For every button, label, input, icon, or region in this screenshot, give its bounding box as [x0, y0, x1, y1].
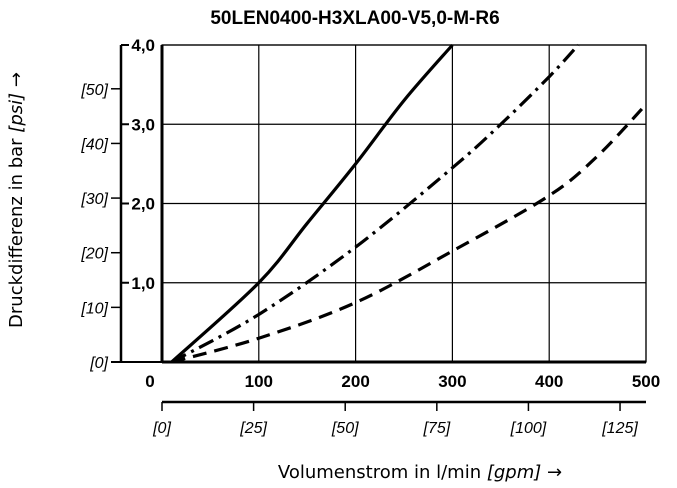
x-secondary-tick-label: [75]	[422, 420, 450, 437]
x-tick-label: 300	[438, 372, 466, 391]
x-axis-label: Volumenstrom in l/min [gpm] →	[278, 462, 562, 483]
x-axis-label-arrow: →	[541, 462, 562, 483]
y-tick-label: 4,0	[131, 36, 155, 55]
x-secondary-tick-label: [50]	[331, 420, 359, 437]
x-secondary-tick-label: [100]	[510, 420, 547, 437]
y-tick-label: 3,0	[131, 115, 155, 134]
series-group	[170, 43, 648, 364]
y-axis-label-main: Druckdifferenz in bar	[6, 133, 27, 328]
y-secondary-tick-label: [30]	[80, 191, 108, 208]
grid	[161, 44, 647, 363]
y-axis-label-arrow: →	[6, 72, 27, 93]
y-secondary-tick-label: [20]	[80, 246, 108, 263]
y-secondary-tick-label: [0]	[89, 355, 108, 372]
x-secondary-tick-label: [0]	[152, 420, 171, 437]
x-tick-label: 400	[535, 372, 563, 391]
x-axis-label-main: Volumenstrom in l/min	[278, 462, 487, 483]
x-secondary-tick-label: [125]	[601, 420, 638, 437]
x-axis-label-unit-alt: [gpm]	[487, 462, 541, 483]
y-tick-label: 1,0	[131, 274, 155, 293]
series-line-dashed	[171, 103, 648, 364]
y-secondary-tick-label: [10]	[80, 300, 108, 317]
axes	[111, 44, 646, 411]
series-line-dash-dot	[170, 43, 580, 364]
y-axis-label-unit-alt: [psi]	[6, 93, 27, 133]
x-tick-label: 100	[245, 372, 273, 391]
series-line-solid	[170, 43, 454, 364]
chart-title: 50LEN0400-H3XLA00-V5,0-M-R6	[210, 8, 499, 29]
y-axis-label: Druckdifferenz in bar [psi] →	[6, 72, 27, 328]
y-secondary-tick-label: [50]	[80, 82, 108, 99]
tick-labels: [0] [10] [20] [30] [40] [50] 1,0 2,0 3,0 4,0 0 100 2…	[80, 36, 660, 437]
y-tick-label: 2,0	[131, 195, 155, 214]
x-tick-label: 200	[341, 372, 369, 391]
x-tick-label: 500	[632, 372, 660, 391]
x-tick-label: 0	[145, 372, 154, 391]
x-secondary-tick-label: [25]	[239, 420, 267, 437]
y-secondary-tick-label: [40]	[80, 136, 108, 153]
